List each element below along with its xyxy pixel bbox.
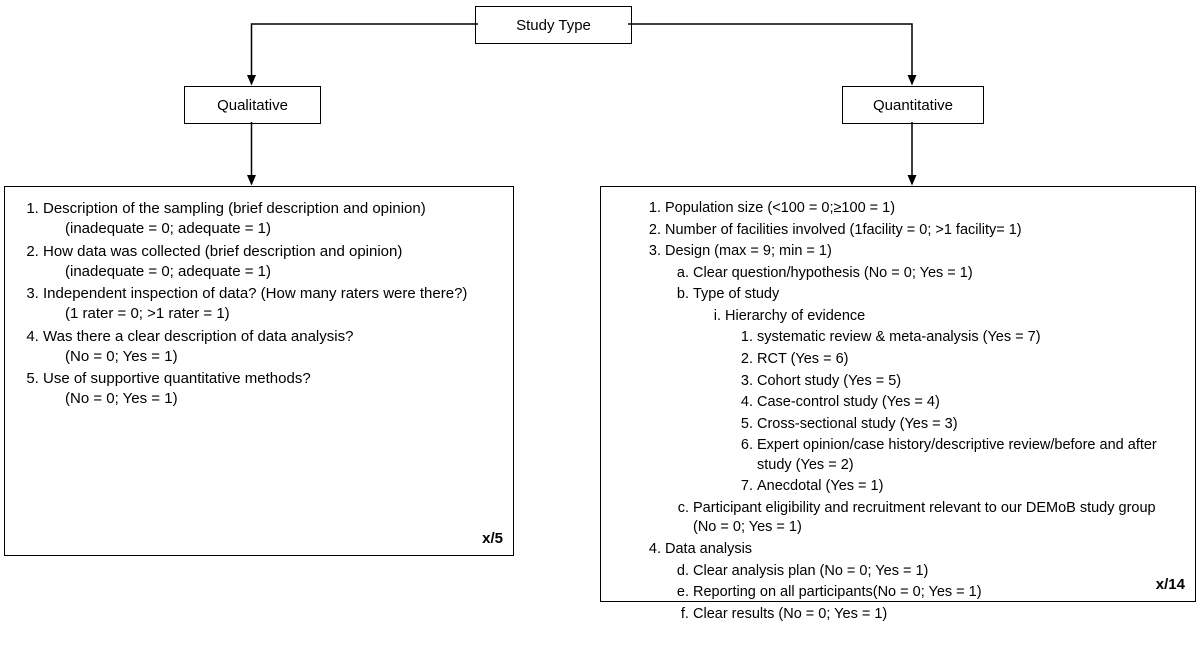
edge-root-quantitative [628, 24, 912, 84]
quant-4d: Clear analysis plan (No = 0; Yes = 1) [693, 562, 1181, 582]
qual-item-3-text: Independent inspection of data? (How man… [43, 285, 467, 302]
qualitative-list: Description of the sampling (brief descr… [19, 199, 499, 410]
quant-item-3-text: Design (max = 9; min = 1) [665, 243, 832, 259]
qualitative-label: Qualitative [217, 97, 288, 114]
hier-2: RCT (Yes = 6) [757, 350, 1181, 370]
qual-item-2-sub: (inadequate = 0; adequate = 1) [43, 262, 499, 282]
qual-item-2: How data was collected (brief descriptio… [43, 242, 499, 283]
quant-item-4-text: Data analysis [665, 541, 752, 557]
quantitative-label: Quantitative [873, 97, 953, 114]
quant-3a: Clear question/hypothesis (No = 0; Yes =… [693, 264, 1181, 284]
qual-item-1-text: Description of the sampling (brief descr… [43, 200, 426, 217]
quant-4e: Reporting on all participants(No = 0; Ye… [693, 583, 1181, 603]
quant-item-2: Number of facilities involved (1facility… [665, 221, 1181, 241]
qual-item-5-sub: (No = 0; Yes = 1) [43, 389, 499, 409]
hier-4: Case-control study (Yes = 4) [757, 393, 1181, 413]
hier-7: Anecdotal (Yes = 1) [757, 477, 1181, 497]
hier-6: Expert opinion/case history/descriptive … [757, 436, 1181, 475]
qualitative-score: x/5 [482, 529, 503, 549]
quantitative-criteria-box: Population size (<100 = 0;≥100 = 1) Numb… [600, 186, 1196, 602]
root-node: Study Type [475, 6, 632, 44]
root-label: Study Type [516, 17, 591, 34]
quantitative-score: x/14 [1156, 575, 1185, 595]
qual-item-1: Description of the sampling (brief descr… [43, 199, 499, 240]
qual-item-3: Independent inspection of data? (How man… [43, 284, 499, 325]
qualitative-node: Qualitative [184, 86, 321, 124]
quantitative-list: Population size (<100 = 0;≥100 = 1) Numb… [641, 199, 1181, 624]
edge-root-qualitative [252, 24, 479, 84]
qual-item-2-text: How data was collected (brief descriptio… [43, 243, 402, 260]
quant-4f: Clear results (No = 0; Yes = 1) [693, 605, 1181, 625]
hier-3: Cohort study (Yes = 5) [757, 372, 1181, 392]
quant-3c: Participant eligibility and recruitment … [693, 499, 1181, 538]
quant-3b-text: Type of study [693, 286, 779, 302]
qualitative-criteria-box: Description of the sampling (brief descr… [4, 186, 514, 556]
qual-item-4-sub: (No = 0; Yes = 1) [43, 347, 499, 367]
qual-item-4: Was there a clear description of data an… [43, 327, 499, 368]
quantitative-node: Quantitative [842, 86, 984, 124]
qual-item-4-text: Was there a clear description of data an… [43, 328, 353, 345]
qual-item-3-sub: (1 rater = 0; >1 rater = 1) [43, 304, 499, 324]
quant-3bi: Hierarchy of evidence systematic review … [725, 307, 1181, 497]
qual-item-1-sub: (inadequate = 0; adequate = 1) [43, 219, 499, 239]
quant-item-3: Design (max = 9; min = 1) Clear question… [665, 242, 1181, 538]
hier-1: systematic review & meta-analysis (Yes =… [757, 328, 1181, 348]
quant-item-4: Data analysis Clear analysis plan (No = … [665, 540, 1181, 624]
qual-item-5: Use of supportive quantitative methods? … [43, 369, 499, 410]
qual-item-5-text: Use of supportive quantitative methods? [43, 370, 311, 387]
quant-item-1: Population size (<100 = 0;≥100 = 1) [665, 199, 1181, 219]
quant-3b: Type of study Hierarchy of evidence syst… [693, 285, 1181, 497]
hier-5: Cross-sectional study (Yes = 3) [757, 415, 1181, 435]
quant-3bi-text: Hierarchy of evidence [725, 308, 865, 324]
